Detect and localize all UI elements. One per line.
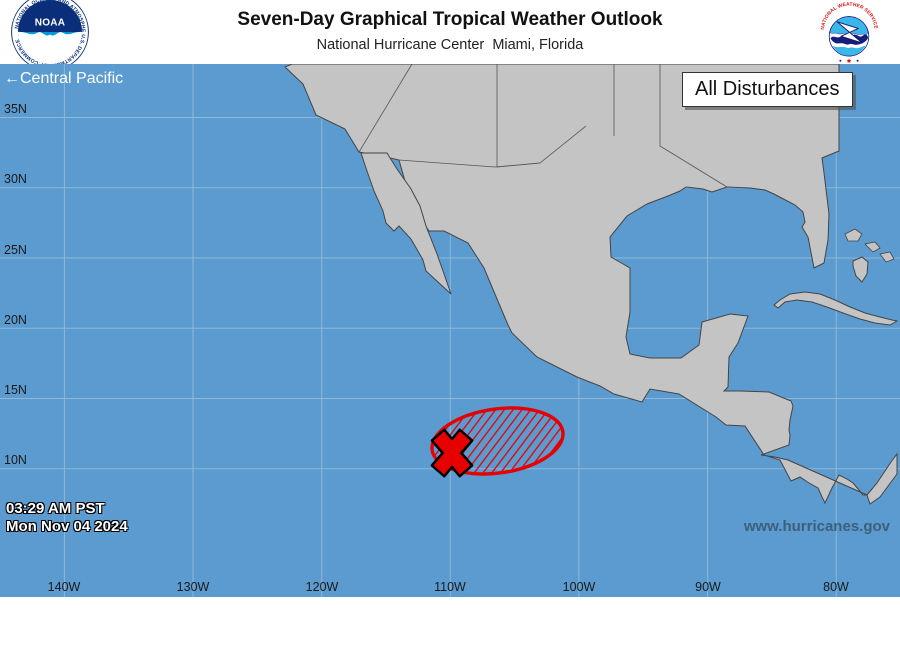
svg-text:10N: 10N xyxy=(4,453,27,467)
svg-text:120W: 120W xyxy=(306,580,339,594)
svg-text:15N: 15N xyxy=(4,383,27,397)
svg-text:30N: 30N xyxy=(4,172,27,186)
svg-text:35N: 35N xyxy=(4,102,27,116)
svg-text:100W: 100W xyxy=(563,580,596,594)
svg-text:140W: 140W xyxy=(48,580,81,594)
svg-text:NOAA: NOAA xyxy=(35,18,65,29)
svg-text:130W: 130W xyxy=(177,580,210,594)
svg-text:20N: 20N xyxy=(4,313,27,327)
svg-text:90W: 90W xyxy=(695,580,721,594)
svg-text:25N: 25N xyxy=(4,243,27,257)
svg-text:80W: 80W xyxy=(823,580,849,594)
svg-text:110W: 110W xyxy=(434,580,466,594)
